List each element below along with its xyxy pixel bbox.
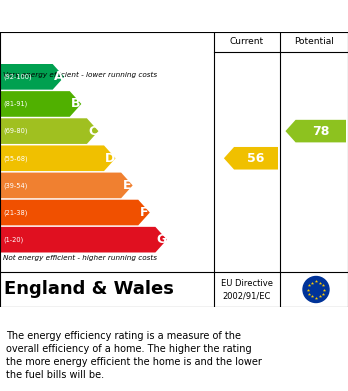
Text: Current: Current: [230, 38, 264, 47]
Text: EU Directive: EU Directive: [221, 280, 273, 289]
Polygon shape: [0, 64, 64, 90]
Text: overall efficiency of a home. The higher the rating: overall efficiency of a home. The higher…: [6, 344, 252, 354]
Text: 56: 56: [247, 152, 265, 165]
Polygon shape: [0, 200, 150, 225]
Text: C: C: [88, 125, 97, 138]
Text: (21-38): (21-38): [3, 209, 27, 216]
Text: England & Wales: England & Wales: [4, 280, 174, 298]
Text: Very energy efficient - lower running costs: Very energy efficient - lower running co…: [3, 72, 157, 78]
Text: (1-20): (1-20): [3, 237, 23, 243]
Text: Energy Efficiency Rating: Energy Efficiency Rating: [7, 9, 228, 23]
Text: (81-91): (81-91): [3, 101, 27, 107]
Polygon shape: [0, 91, 81, 117]
Polygon shape: [0, 145, 116, 171]
Circle shape: [303, 276, 329, 303]
Polygon shape: [0, 172, 133, 198]
Text: Not energy efficient - higher running costs: Not energy efficient - higher running co…: [3, 255, 157, 261]
Text: D: D: [105, 152, 115, 165]
Polygon shape: [0, 227, 167, 253]
Text: (39-54): (39-54): [3, 182, 27, 188]
Text: A: A: [54, 70, 63, 83]
Polygon shape: [285, 120, 346, 142]
Text: B: B: [71, 97, 80, 111]
Polygon shape: [224, 147, 278, 170]
Text: F: F: [140, 206, 148, 219]
Text: The energy efficiency rating is a measure of the: The energy efficiency rating is a measur…: [6, 331, 241, 341]
Text: the fuel bills will be.: the fuel bills will be.: [6, 370, 104, 380]
Text: (55-68): (55-68): [3, 155, 27, 161]
Text: E: E: [122, 179, 131, 192]
Text: (92-100): (92-100): [3, 74, 32, 80]
Polygon shape: [0, 118, 98, 144]
Text: (69-80): (69-80): [3, 128, 27, 135]
Text: G: G: [156, 233, 166, 246]
Text: Potential: Potential: [294, 38, 334, 47]
Text: the more energy efficient the home is and the lower: the more energy efficient the home is an…: [6, 357, 262, 367]
Text: 78: 78: [312, 125, 330, 138]
Text: 2002/91/EC: 2002/91/EC: [223, 292, 271, 301]
